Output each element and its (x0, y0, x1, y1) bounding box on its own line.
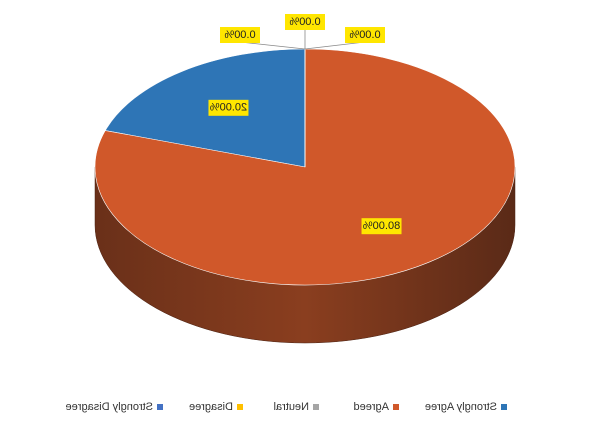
legend-label: Neutral (274, 401, 309, 413)
legend-label: Disagree (189, 401, 233, 413)
pie-slice (104, 48, 306, 168)
label-box (345, 27, 385, 43)
legend-marker (393, 404, 399, 410)
legend-marker (237, 404, 243, 410)
data-label: 0.00% (349, 29, 380, 41)
leader-line (304, 41, 366, 50)
leader-line (239, 41, 306, 50)
data-label: 0.00% (289, 16, 320, 28)
legend-label: Agreed (354, 401, 389, 413)
legend-label: Strongly Disagree (66, 401, 153, 413)
data-label: 20.00% (210, 102, 248, 114)
data-label: 80.00% (363, 220, 401, 232)
legend-label: Strongly Agree (425, 401, 497, 413)
legend-marker (313, 404, 319, 410)
label-box (285, 14, 325, 30)
label-box (361, 218, 402, 235)
data-label: 0.00% (224, 29, 255, 41)
label-box (220, 27, 260, 43)
legend-marker (501, 404, 507, 410)
legend-marker (157, 404, 163, 410)
label-box (208, 99, 249, 116)
